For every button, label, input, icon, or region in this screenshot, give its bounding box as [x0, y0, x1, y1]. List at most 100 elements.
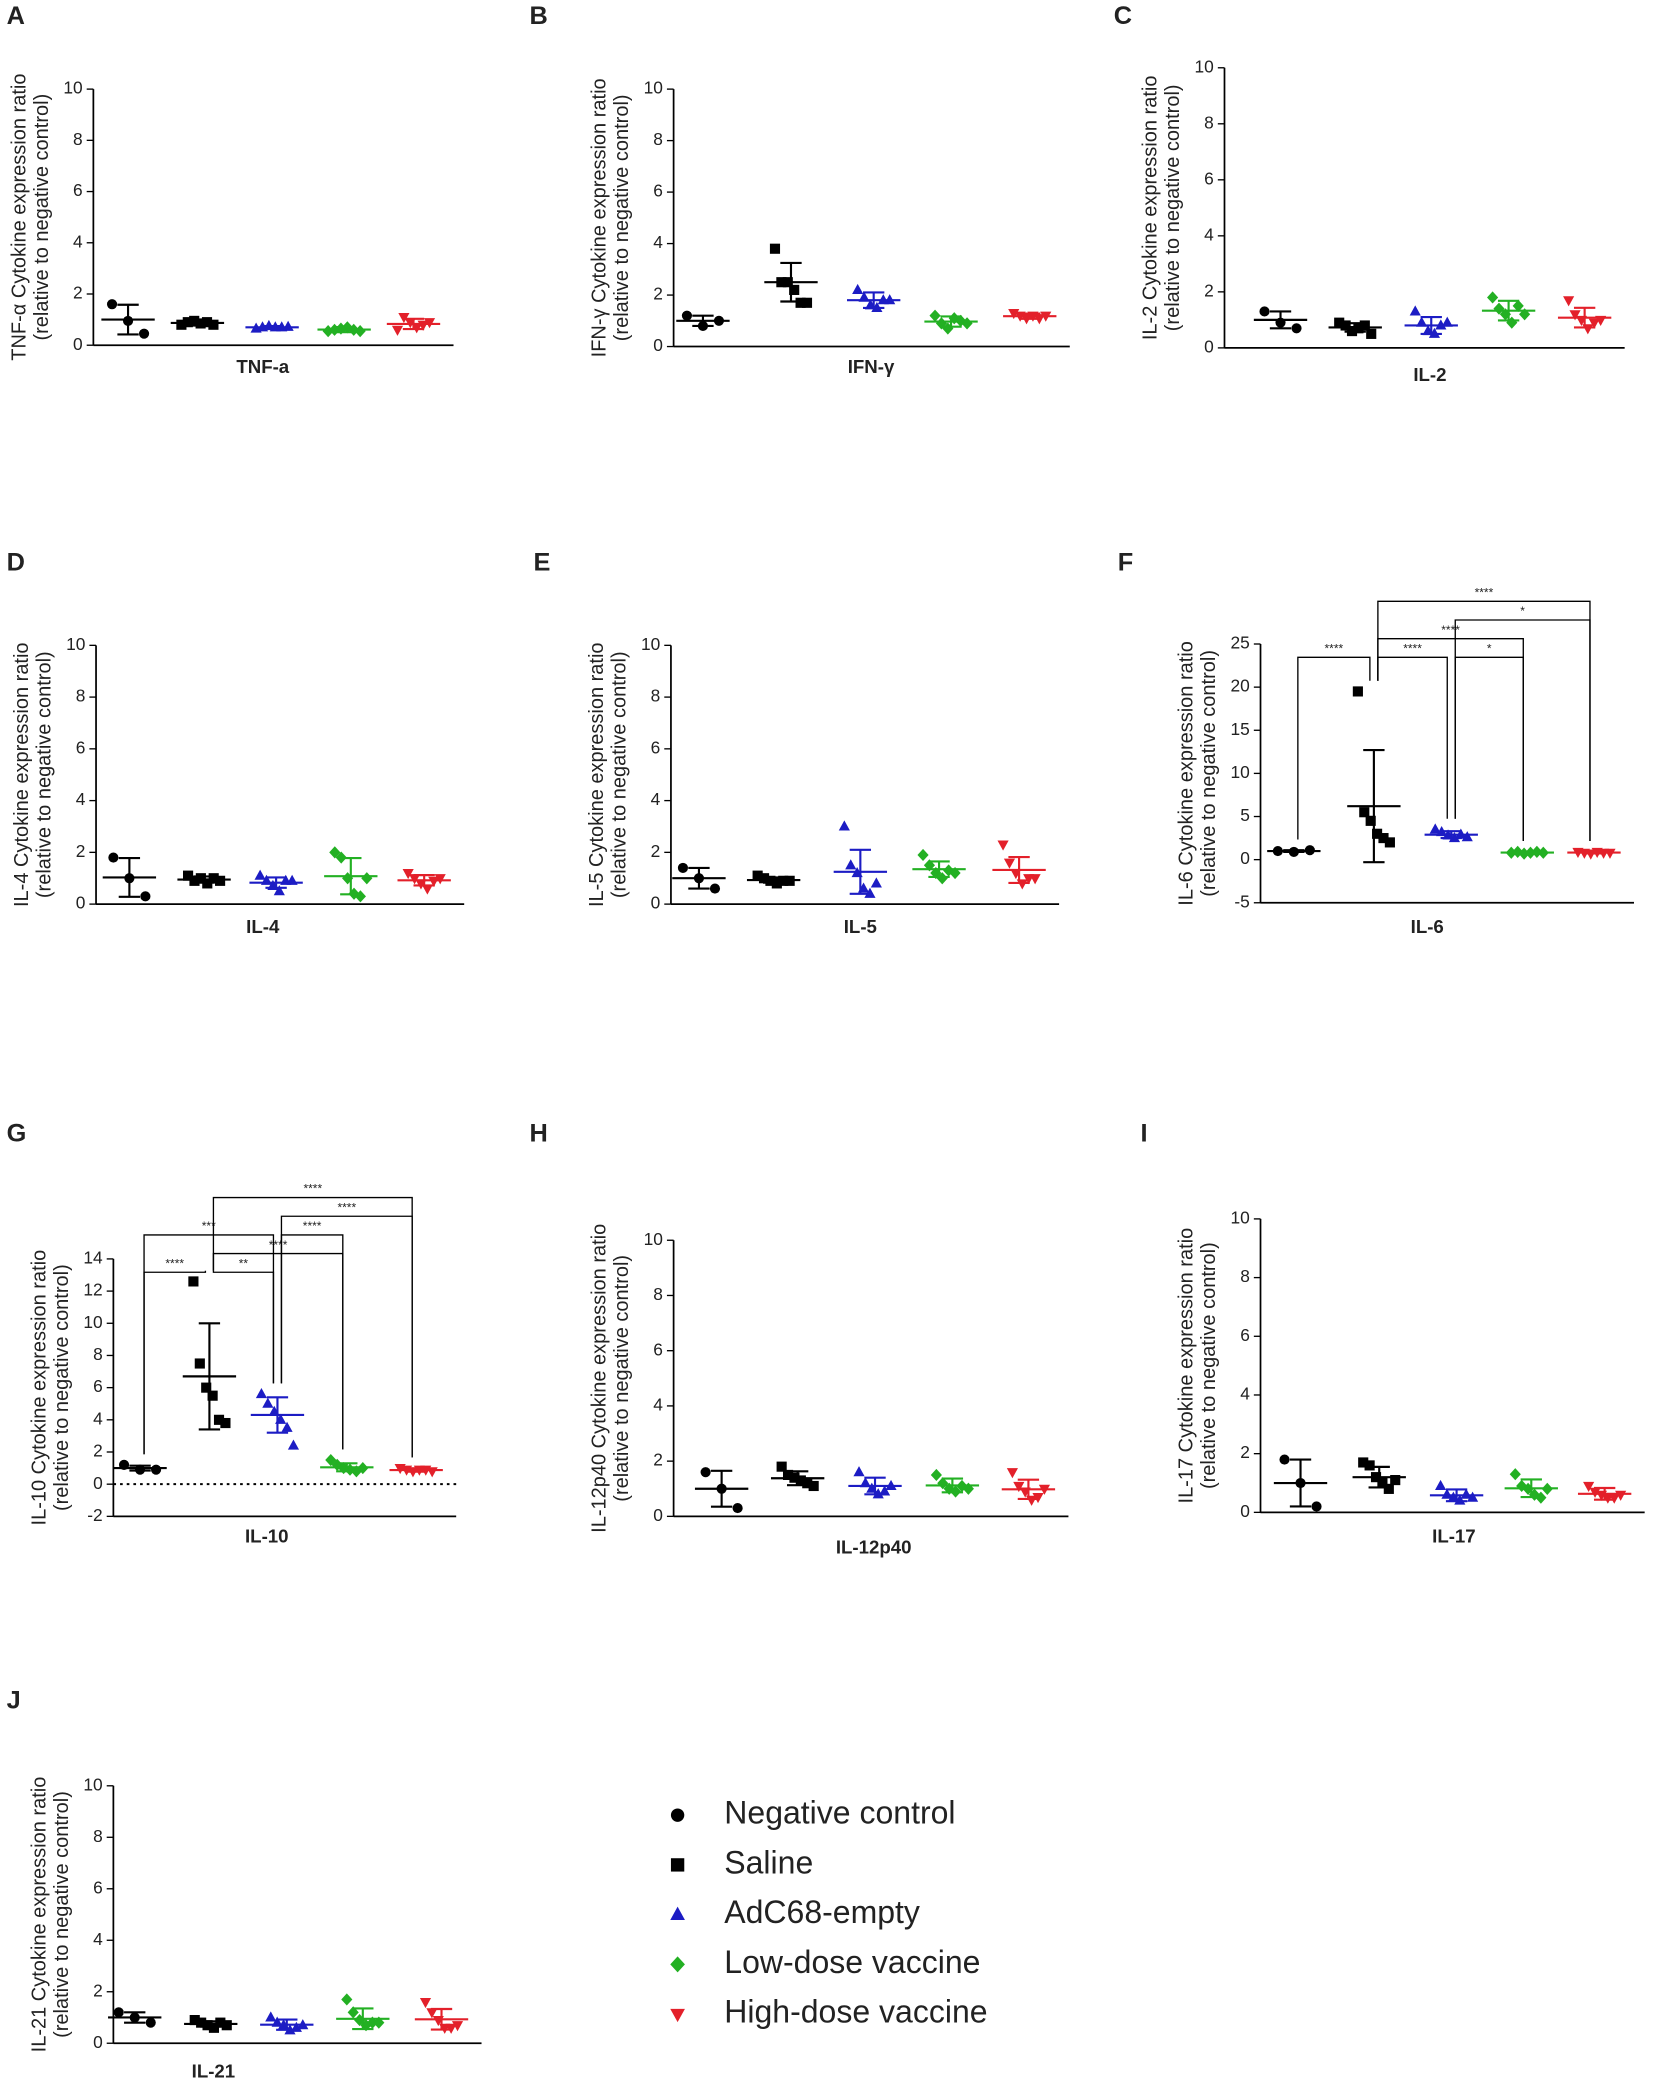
y-axis-label: (relative to negative control) — [34, 651, 56, 898]
significance-bracket — [1377, 656, 1448, 819]
y-tick-label: 10 — [644, 78, 663, 98]
significance-bracket — [1297, 656, 1371, 840]
error-bar — [1363, 749, 1385, 864]
point — [265, 2011, 277, 2022]
y-tick-label: 8 — [653, 1284, 663, 1304]
panel-letter: A — [7, 2, 25, 30]
y-tick-label: 10 — [1231, 1207, 1250, 1227]
panel-letter: J — [7, 1686, 21, 1714]
point — [961, 317, 973, 330]
point — [1003, 858, 1016, 869]
y-axis-label: IFN-γ Cytokine expression ratio — [589, 78, 611, 357]
point — [391, 325, 404, 336]
error-bar — [692, 314, 714, 328]
significance-label: **** — [269, 1238, 288, 1252]
point — [1008, 309, 1020, 320]
point — [1461, 831, 1473, 842]
error-bar — [266, 1396, 289, 1434]
y-tick-label: -2 — [87, 1505, 102, 1525]
panel: B 0 2 4 6 8 10 IFN-γ Cytokine expression ratio(… — [530, 2, 1070, 377]
error-bar — [186, 319, 209, 327]
y-axis-label: (relative to negative control) — [609, 651, 631, 898]
error-bar — [849, 848, 872, 895]
point — [188, 1276, 199, 1287]
error-bar — [1008, 855, 1030, 884]
significance-label: * — [1487, 642, 1492, 656]
error-bar — [430, 2007, 453, 2031]
panel-letter: B — [530, 2, 548, 30]
point — [138, 328, 150, 339]
y-tick-label: 14 — [83, 1247, 103, 1267]
point — [936, 872, 948, 885]
point — [354, 325, 366, 338]
error-bar — [1420, 316, 1442, 335]
point — [949, 866, 961, 880]
point — [870, 877, 882, 888]
point — [273, 885, 285, 896]
point — [215, 875, 226, 886]
y-axis-label: (relative to negative control) — [611, 1255, 633, 1502]
y-tick-label: 0 — [1240, 848, 1250, 868]
error-bar — [1344, 322, 1366, 333]
y-axis-label: (relative to negative control) — [51, 1791, 73, 2038]
y-tick-label: 6 — [76, 737, 86, 757]
y-tick-label: 8 — [76, 686, 86, 706]
point — [838, 820, 850, 831]
point — [709, 883, 721, 894]
error-bar — [1520, 1478, 1542, 1499]
point — [426, 1467, 438, 1478]
error-bar — [405, 1467, 427, 1473]
y-tick-label: 10 — [1231, 762, 1250, 782]
error-bar — [333, 325, 355, 334]
y-tick-label: 0 — [93, 2032, 103, 2052]
point — [808, 1480, 819, 1492]
y-tick-label: 2 — [73, 283, 83, 303]
panel: I 0 2 4 6 8 10 IL-17 Cytokine expression ratio(… — [1140, 1120, 1645, 1547]
point — [419, 1997, 432, 2009]
significance-label: ** — [239, 1256, 249, 1270]
error-bar — [1283, 849, 1305, 853]
y-tick-label: 8 — [93, 1344, 103, 1364]
point — [859, 1477, 871, 1488]
significance-label: **** — [337, 1200, 356, 1214]
point — [930, 1468, 942, 1482]
point — [402, 869, 414, 880]
point — [1429, 823, 1441, 834]
panel-letter: E — [534, 549, 551, 577]
point — [1569, 310, 1581, 321]
error-bar — [200, 2020, 222, 2028]
error-bar — [198, 1322, 221, 1431]
point — [113, 2007, 124, 2018]
error-bar — [1516, 850, 1538, 855]
y-axis-label: TNF-α Cytokine expression ratio — [8, 74, 30, 361]
error-bar — [1017, 1478, 1040, 1501]
point — [1364, 1460, 1375, 1471]
significance-bracket — [280, 1234, 344, 1450]
point — [1416, 316, 1428, 327]
error-bar — [762, 876, 785, 884]
significance-bracket — [212, 1196, 413, 1458]
significance-label: *** — [202, 1219, 216, 1233]
point — [997, 840, 1009, 851]
point — [221, 2020, 232, 2031]
significance-bracket — [143, 1234, 275, 1455]
legend-label: High-dose vaccine — [724, 1994, 987, 2030]
significance-label: **** — [303, 1182, 322, 1196]
panel: C 0 2 4 6 8 10 IL-2 Cytokine expression ratio (r… — [1114, 2, 1625, 385]
y-tick-label: 6 — [93, 1877, 103, 1897]
y-tick-label: 10 — [83, 1774, 102, 1794]
point — [254, 869, 266, 880]
point — [929, 309, 941, 322]
panel-letter: H — [530, 1120, 548, 1148]
y-tick-label: 10 — [63, 78, 82, 98]
panel: D 0 2 4 6 8 10 IL-4 Cytokine expression ratio (r… — [7, 549, 465, 937]
x-axis-label: IL-6 — [1411, 916, 1444, 937]
y-axis-label: IL-2 Cytokine expression ratio — [1139, 76, 1161, 341]
point — [150, 1464, 162, 1475]
significance-label: **** — [303, 1219, 322, 1233]
significance-label: **** — [1403, 642, 1422, 656]
y-tick-label: 4 — [93, 1929, 103, 1949]
y-tick-label: 10 — [83, 1312, 102, 1332]
error-bar — [402, 317, 425, 331]
y-tick-label: 25 — [1231, 633, 1250, 653]
